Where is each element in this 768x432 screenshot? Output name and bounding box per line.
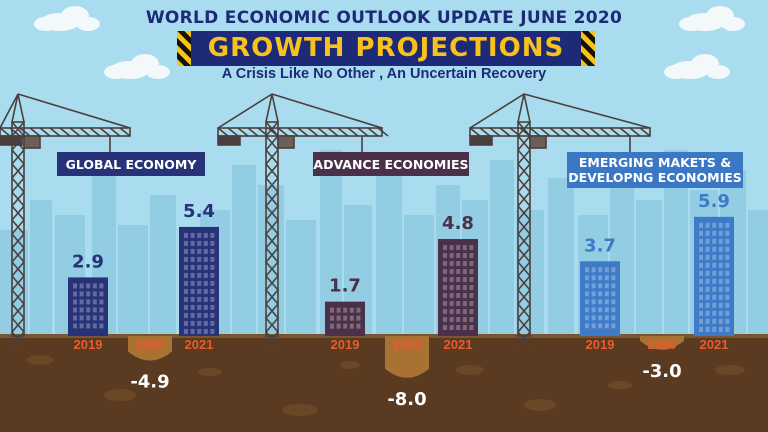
ground-speck (26, 355, 54, 365)
bar-value-label: 1.7 (329, 276, 361, 297)
bar-windows (699, 222, 730, 332)
ground-speck (608, 381, 632, 389)
year-label: 2019 (331, 337, 360, 352)
bar-value-label: 4.8 (442, 213, 474, 234)
bar-2019 (580, 261, 620, 336)
bar-windows (330, 307, 361, 329)
cloud (664, 54, 730, 79)
pit-value-label: -4.9 (130, 371, 169, 392)
panel-title-advance: ADVANCE ECONOMIES (313, 152, 469, 176)
panel-title-line-2: DEVELOPNG ECONOMIES (568, 170, 742, 185)
crane (0, 93, 131, 347)
bar-2021 (694, 216, 734, 336)
panel-title-line-1: EMERGING MAKETS & (578, 155, 732, 170)
ground-edge (0, 334, 768, 338)
pit-value-label: -8.0 (387, 389, 426, 410)
year-label: 2021 (700, 337, 729, 352)
ground-speck (282, 404, 318, 416)
bar-value-label: 5.9 (698, 191, 730, 212)
cloud (679, 6, 745, 31)
crane (217, 93, 389, 347)
panel-title-text: ADVANCE ECONOMIES (313, 156, 469, 172)
hazard-stripe-right (581, 31, 595, 66)
year-label: 2020 (648, 337, 677, 352)
bar-value-label: 2.9 (72, 251, 104, 272)
pit-2020 (128, 336, 172, 361)
banner-title: GROWTH PROJECTIONS (207, 33, 565, 63)
ground-speck (524, 399, 556, 411)
bar-windows (585, 267, 616, 329)
panel-title-global: GLOBAL ECONOMY (57, 152, 205, 176)
bar-value-label: 5.4 (183, 201, 215, 222)
panel-title-text: GLOBAL ECONOMY (65, 156, 197, 172)
crane (469, 93, 651, 347)
ground (0, 336, 768, 432)
year-label: 2019 (586, 337, 615, 352)
cloud (34, 6, 100, 31)
bar-2019 (68, 277, 108, 336)
ground-speck (340, 361, 360, 369)
year-label: 2021 (185, 337, 214, 352)
bar-2021 (438, 239, 478, 336)
year-label: 2021 (444, 337, 473, 352)
title-banner: GROWTH PROJECTIONS (177, 31, 595, 66)
pit-2020 (385, 336, 429, 378)
ground-speck (198, 368, 222, 376)
bar-windows (184, 232, 215, 334)
bar-2019 (325, 301, 365, 336)
bar-value-label: 3.7 (584, 235, 616, 256)
ground-speck (456, 365, 484, 375)
header-subtitle: A Crisis Like No Other , An Uncertain Re… (221, 66, 547, 82)
year-label: 2020 (136, 337, 165, 352)
header-title: WORLD ECONOMIC OUTLOOK UPDATE JUNE 2020 (145, 8, 623, 28)
bar-windows (443, 245, 474, 331)
year-label: 2020 (393, 337, 422, 352)
cloud (104, 54, 170, 79)
bar-windows (73, 283, 104, 329)
pit-2020 (640, 336, 684, 350)
pit-value-label: -3.0 (642, 361, 681, 382)
ground-speck (104, 389, 136, 401)
hazard-stripe-left (177, 31, 191, 66)
year-label: 2019 (74, 337, 103, 352)
panel-title-emerging: EMERGING MAKETS & DEVELOPNG ECONOMIES (567, 152, 743, 188)
ground-speck (715, 365, 745, 375)
bar-2021 (179, 226, 219, 336)
